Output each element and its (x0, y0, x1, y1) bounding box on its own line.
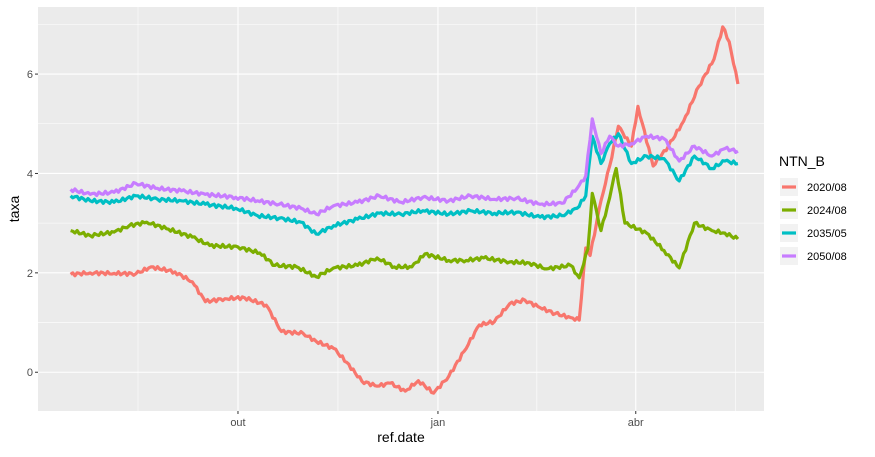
series-line-2035-05 (69, 132, 739, 236)
legend-label: 2050/08 (807, 251, 847, 263)
y-axis-title: taxa (6, 196, 22, 223)
x-tick-label: jan (430, 417, 446, 429)
y-tick-label: 4 (27, 168, 33, 180)
series-line-2050-08 (69, 117, 739, 217)
legend-title: NTN_B (779, 153, 825, 169)
y-tick-label: 6 (27, 69, 33, 81)
series-layer (69, 25, 740, 395)
x-axis-title: ref.date (377, 429, 425, 445)
y-tick-label: 2 (27, 268, 33, 280)
legend-label: 2020/08 (807, 182, 847, 194)
series-line-2020-08 (69, 25, 740, 395)
x-tick-label: abr (628, 417, 644, 429)
legend-items: 2020/08 2024/08 2035/05 2050/08 (780, 178, 847, 265)
legend-label: 2024/08 (807, 205, 847, 217)
series-line-2024-08 (70, 166, 740, 280)
legend-label: 2035/05 (807, 228, 847, 240)
x-axis: out jan abr (230, 411, 644, 429)
panel-background (38, 7, 764, 411)
y-axis: 0 2 4 6 (27, 69, 38, 379)
legend: NTN_B 2020/08 2024/08 2035/05 2050/08 (779, 153, 847, 265)
y-tick-label: 0 (27, 367, 33, 379)
x-tick-label: out (230, 417, 245, 429)
